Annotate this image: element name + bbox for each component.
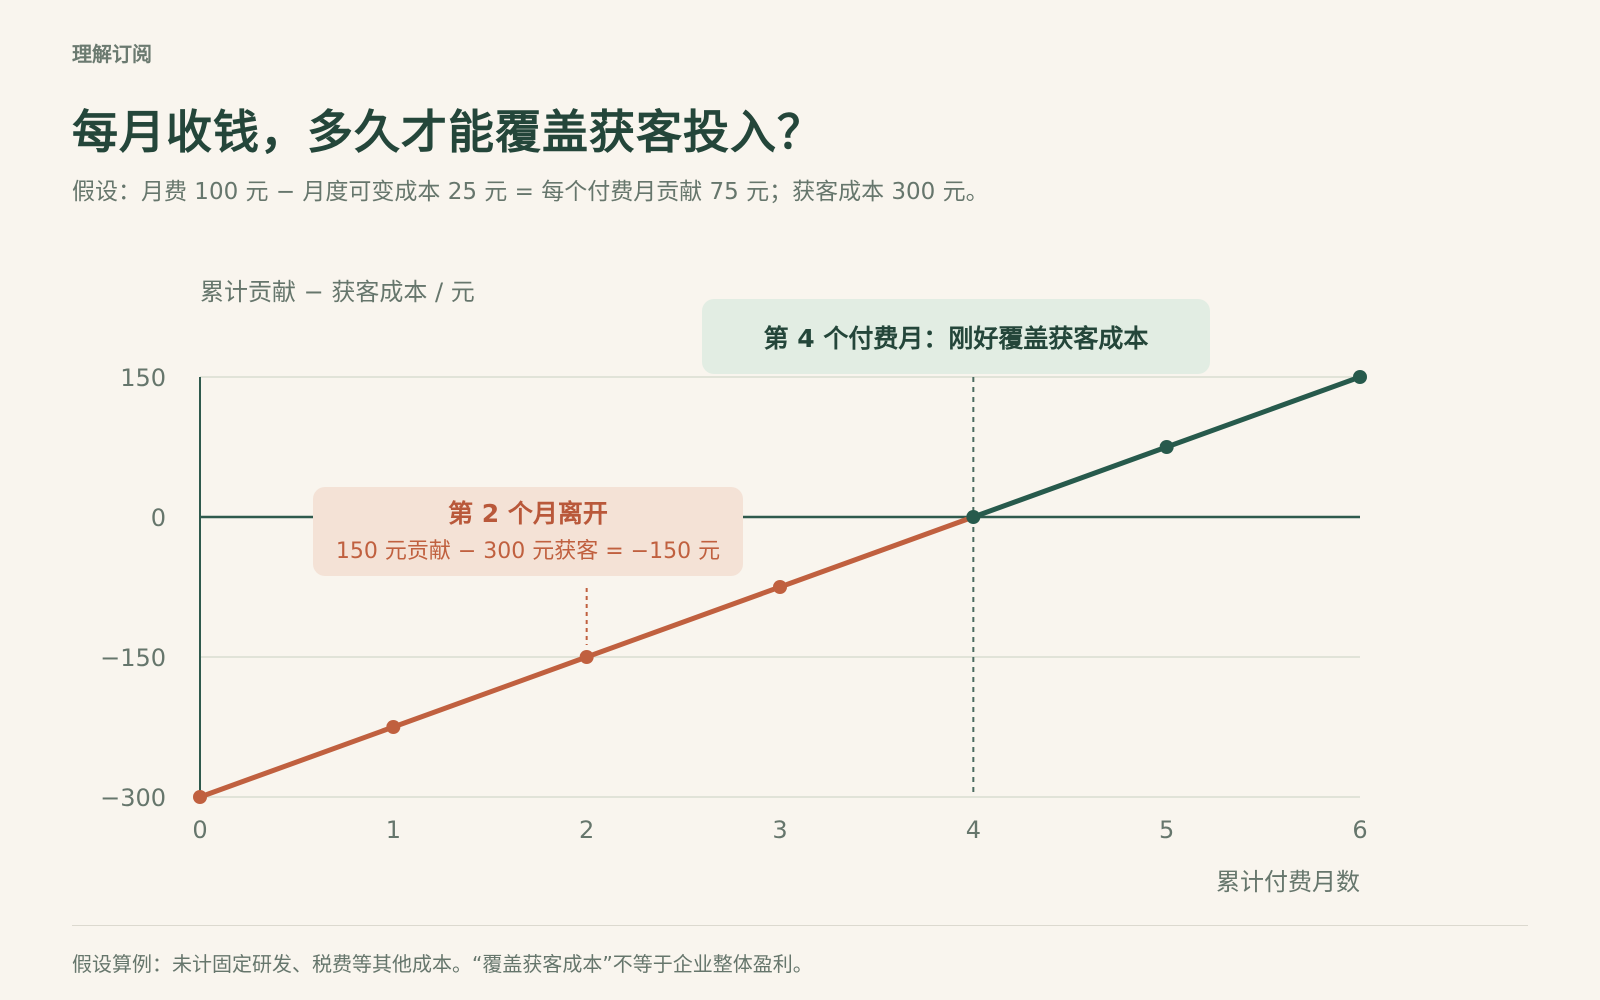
footnote: 假设算例：未计固定研发、税费等其他成本。“覆盖获客成本”不等于企业整体盈利。	[72, 952, 813, 976]
data-point	[1159, 440, 1174, 454]
x-tick-label: 6	[1352, 816, 1367, 844]
churn-callout-title: 第 2 个月离开	[448, 499, 608, 528]
page-subtitle: 假设：月费 100 元 − 月度可变成本 25 元 = 每个付费月贡献 75 元…	[72, 179, 989, 205]
footer-divider	[72, 925, 1528, 926]
eyebrow-label: 理解订阅	[72, 42, 152, 66]
page-title: 每月收钱，多久才能覆盖获客投入？	[72, 105, 824, 159]
y-axis-label: 累计贡献 − 获客成本 / 元	[200, 278, 475, 306]
data-point	[386, 720, 401, 734]
breakeven-callout-box	[702, 299, 1210, 374]
data-point	[773, 580, 787, 594]
x-axis-label: 累计付费月数	[1216, 868, 1360, 896]
breakeven-callout-text: 第 4 个付费月：刚好覆盖获客成本	[764, 324, 1149, 353]
x-tick-label: 4	[966, 816, 981, 844]
data-point	[579, 650, 594, 664]
x-tick-label: 2	[579, 816, 594, 844]
churn-callout-box	[313, 487, 743, 576]
data-point	[1353, 370, 1367, 384]
breakeven-chart: 累计贡献 − 获客成本 / 元 150 0 −150 −300 0 1 2 3 4 5 6 累计付费月数…	[100, 278, 1368, 896]
y-tick-label: −150	[100, 644, 166, 672]
x-tick-label: 1	[386, 816, 401, 844]
y-tick-label: 150	[120, 364, 166, 392]
x-tick-label: 5	[1159, 816, 1174, 844]
x-tick-label: 0	[192, 816, 207, 844]
y-tick-label: −300	[100, 784, 166, 812]
y-tick-label: 0	[151, 504, 166, 532]
churn-callout-text: 150 元贡献 − 300 元获客 = −150 元	[336, 539, 720, 564]
data-point	[966, 510, 981, 524]
data-point	[193, 790, 207, 804]
x-tick-label: 3	[772, 816, 787, 844]
